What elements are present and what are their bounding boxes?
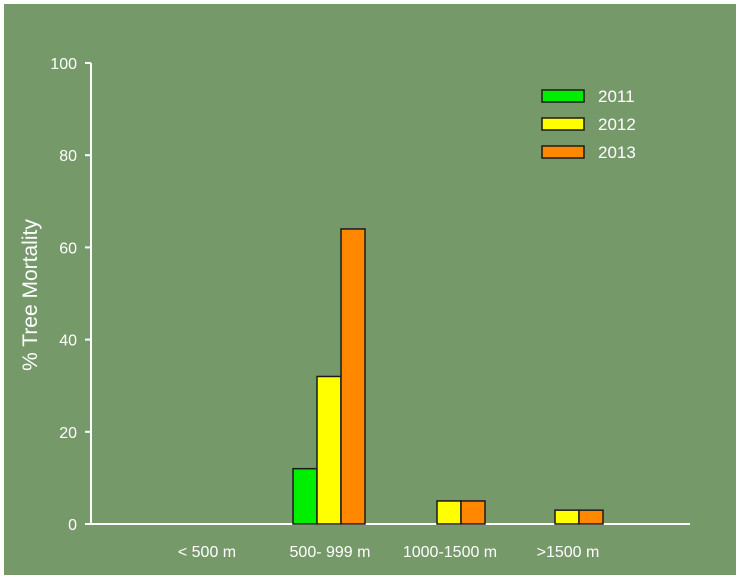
bar-2012	[317, 376, 341, 524]
x-tick-label: 500- 999 m	[290, 544, 371, 561]
y-tick-label: 20	[59, 425, 77, 442]
y-tick-label: 40	[59, 333, 77, 350]
legend-swatch-2013	[542, 146, 584, 158]
legend-label-2013: 2013	[598, 143, 636, 162]
y-axis-label: % Tree Mortality	[19, 219, 42, 371]
y-tick-label: 100	[50, 56, 77, 73]
x-tick-label: 1000-1500 m	[403, 544, 497, 561]
bar-2013	[461, 501, 485, 524]
legend-label-2011: 2011	[598, 87, 635, 106]
y-tick-label: 60	[59, 240, 77, 257]
y-tick-label: 0	[68, 517, 77, 534]
legend-swatch-2011	[542, 90, 584, 102]
bar-2012	[437, 501, 461, 524]
x-tick-label: >1500 m	[537, 544, 600, 561]
legend-label-2012: 2012	[598, 115, 636, 134]
legend-swatch-2012	[542, 118, 584, 130]
y-tick-label: 80	[59, 148, 77, 165]
x-tick-label: < 500 m	[178, 544, 236, 561]
bar-2013	[579, 510, 603, 524]
bar-2013	[341, 229, 365, 524]
bar-2011	[293, 469, 317, 524]
bar-2012	[555, 510, 579, 524]
